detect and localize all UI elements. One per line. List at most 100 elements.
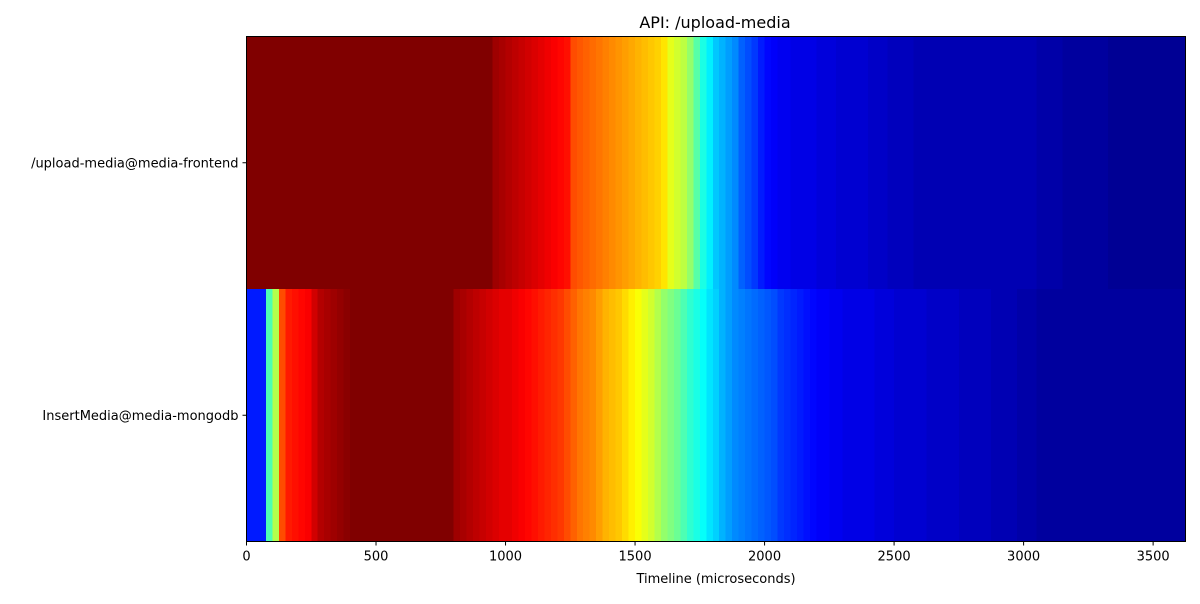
heatmap-cell xyxy=(544,36,552,289)
heatmap-cell xyxy=(751,36,759,289)
heatmap-cell xyxy=(771,36,779,289)
heatmap-cell xyxy=(978,289,986,542)
heatmap-cell xyxy=(654,36,662,289)
heatmap-cell xyxy=(550,36,558,289)
heatmap-cell xyxy=(725,36,733,289)
heatmap-cell xyxy=(376,289,384,542)
heatmap-cell xyxy=(524,289,533,542)
heatmap-cell xyxy=(602,289,610,542)
heatmap-cell xyxy=(648,36,656,289)
heatmap-cell xyxy=(291,289,299,542)
heatmap-cell xyxy=(635,36,643,289)
heatmap-cell xyxy=(1107,36,1115,289)
heatmap-cell xyxy=(1114,289,1122,542)
heatmap-cell xyxy=(764,289,772,542)
heatmap-cell xyxy=(1179,289,1187,542)
plot-frame xyxy=(246,36,1186,542)
x-tick-label: 3500 xyxy=(1137,550,1170,565)
heatmap-cell xyxy=(667,289,675,542)
heatmap-cell xyxy=(589,36,597,289)
heatmap-cell xyxy=(693,36,701,289)
heatmap-cell xyxy=(842,36,850,289)
heatmap-cell xyxy=(563,36,571,289)
heatmap-cell xyxy=(667,36,675,289)
heatmap-cell xyxy=(732,289,740,542)
heatmap-cell xyxy=(395,289,403,542)
heatmap-cell xyxy=(298,36,306,289)
heatmap-cell xyxy=(932,36,941,289)
heatmap-cell xyxy=(686,36,694,289)
heatmap-cell xyxy=(874,36,882,289)
heatmap-cell xyxy=(460,36,468,289)
heatmap-cell xyxy=(583,289,591,542)
heatmap-cell xyxy=(408,289,416,542)
heatmap-cell xyxy=(1101,289,1109,542)
heatmap-cell xyxy=(414,289,422,542)
heatmap-row xyxy=(246,36,1187,289)
heatmap-cell xyxy=(259,36,267,289)
y-axis: /upload-media@media-frontend InsertMedia@… xyxy=(31,156,247,424)
heatmap-cell xyxy=(466,36,474,289)
heatmap-cell xyxy=(816,36,824,289)
heatmap-cell xyxy=(285,36,293,289)
heatmap-cell xyxy=(278,36,286,289)
heatmap-cell xyxy=(680,36,688,289)
heatmap-cell xyxy=(1159,36,1167,289)
heatmap-row xyxy=(246,289,1187,542)
heatmap-cell xyxy=(654,289,662,542)
heatmap-cell xyxy=(1068,289,1077,542)
heatmap-cell xyxy=(628,289,636,542)
heatmap-cell xyxy=(453,289,461,542)
heatmap-cell xyxy=(350,36,358,289)
heatmap-cell xyxy=(576,289,584,542)
heatmap-cell xyxy=(919,289,928,542)
x-tick-label: 500 xyxy=(364,550,389,565)
heatmap-cell xyxy=(784,289,792,542)
x-tick-label: 0 xyxy=(242,550,250,565)
heatmap-cell xyxy=(369,36,377,289)
heatmap-cell xyxy=(1146,289,1154,542)
heatmap-cell xyxy=(401,36,409,289)
heatmap-cell xyxy=(796,36,805,289)
heatmap-cell xyxy=(861,36,869,289)
heatmap-cell xyxy=(796,289,805,542)
heatmap-cell xyxy=(343,289,351,542)
heatmap-cell xyxy=(894,289,902,542)
heatmap-cell xyxy=(680,289,688,542)
heatmap-cell xyxy=(1043,36,1051,289)
heatmap-cell xyxy=(537,289,545,542)
heatmap-cell xyxy=(1166,289,1174,542)
heatmap-cell xyxy=(887,36,895,289)
heatmap-cell xyxy=(479,36,487,289)
heatmap-cell xyxy=(900,289,908,542)
heatmap-cell xyxy=(1036,289,1044,542)
heatmap-cell xyxy=(868,36,876,289)
heatmap-cell xyxy=(777,289,785,542)
heatmap-cell xyxy=(648,289,656,542)
heatmap-cell xyxy=(809,289,817,542)
heatmap-cell xyxy=(252,289,261,542)
heatmap-cell xyxy=(816,289,824,542)
heatmap-cell xyxy=(939,36,947,289)
heatmap-cell xyxy=(764,36,772,289)
heatmap-cell xyxy=(447,289,455,542)
x-tick-label: 3000 xyxy=(1007,550,1040,565)
heatmap-cell xyxy=(343,36,351,289)
heatmap-cell xyxy=(1153,289,1161,542)
heatmap-cell xyxy=(1133,36,1141,289)
heatmap-cell xyxy=(952,36,960,289)
heatmap-cell xyxy=(272,36,280,289)
heatmap-cell xyxy=(1127,36,1135,289)
heatmap-cell xyxy=(615,36,623,289)
heatmap-cell xyxy=(958,289,966,542)
heatmap-cell xyxy=(499,289,507,542)
heatmap-cell xyxy=(414,36,422,289)
heatmap-cell xyxy=(881,36,889,289)
heatmap-cell xyxy=(868,289,876,542)
heatmap-cell xyxy=(466,289,474,542)
heatmap-cell xyxy=(596,36,604,289)
heatmap-cell xyxy=(790,289,798,542)
heatmap-cell xyxy=(887,289,895,542)
heatmap-cell xyxy=(311,289,319,542)
heatmap-cell xyxy=(1127,289,1135,542)
